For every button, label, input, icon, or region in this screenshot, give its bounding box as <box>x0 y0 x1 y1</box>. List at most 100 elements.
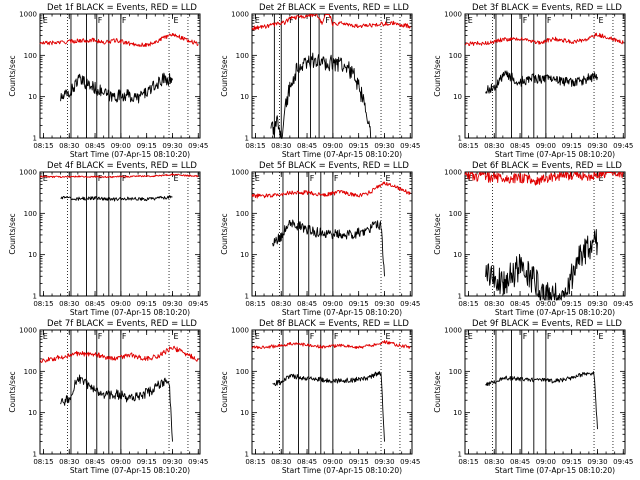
event-rate-series <box>485 70 598 94</box>
panel-title: Det 2f BLACK = Events, RED = LLD <box>259 3 409 13</box>
region-flag-label: F <box>98 16 103 25</box>
region-flag-label: F <box>547 332 552 341</box>
y-axis-label: Counts/sec <box>8 55 17 96</box>
region-flag-label: E <box>43 332 48 341</box>
y-tick-label: 1 <box>245 135 249 143</box>
region-flag-label: E <box>468 16 473 25</box>
x-tick-label: 08:15 <box>245 142 265 150</box>
region-flag-label: E <box>598 332 603 341</box>
lld-rate-series <box>39 32 199 48</box>
detector-panel: Det 1f BLACK = Events, RED = LLD 1 10 100 10… <box>8 3 208 159</box>
y-tick-label: 1 <box>458 293 462 301</box>
x-axis-label: Start Time (07-Apr-15 08:10:20) <box>495 308 615 317</box>
x-tick-label: 09:15 <box>137 300 157 308</box>
x-tick-label: 09:45 <box>188 300 208 308</box>
x-tick-label: 08:30 <box>271 142 291 150</box>
event-rate-series <box>272 371 385 442</box>
x-axis-label: Start Time (07-Apr-15 08:10:20) <box>70 466 190 475</box>
x-tick-label: 09:00 <box>111 142 131 150</box>
plot-frame <box>251 329 413 455</box>
x-tick-label: 09:30 <box>374 458 394 466</box>
region-flag-label: E <box>385 174 390 183</box>
region-flag-label: E <box>255 16 260 25</box>
x-tick-label: 08:45 <box>85 142 105 150</box>
x-tick-label: 09:15 <box>349 458 369 466</box>
y-axis-label: Counts/sec <box>8 213 17 254</box>
y-tick-label: 100 <box>236 210 249 218</box>
x-tick-label: 09:30 <box>162 142 182 150</box>
region-flag-label: F <box>523 332 528 341</box>
x-tick-label: 08:45 <box>510 300 530 308</box>
region-flag-label: F <box>523 16 528 25</box>
y-tick-label: 100 <box>24 210 37 218</box>
x-tick-label: 09:30 <box>374 300 394 308</box>
x-tick-label: 09:00 <box>536 142 556 150</box>
event-rate-series <box>60 195 173 202</box>
x-tick-label: 08:30 <box>271 458 291 466</box>
region-flag-label: E <box>43 174 48 183</box>
panel-title: Det 5f BLACK = Events, RED = LLD <box>259 161 409 171</box>
event-rate-series <box>485 228 598 301</box>
y-tick-label: 1000 <box>19 11 37 19</box>
lld-rate-series <box>251 340 411 350</box>
x-tick-label: 09:30 <box>587 458 607 466</box>
region-flag-label: E <box>43 16 48 25</box>
y-tick-label: 1000 <box>444 327 462 335</box>
x-tick-label: 08:15 <box>458 142 478 150</box>
x-tick-label: 08:15 <box>33 142 53 150</box>
y-tick-label: 10 <box>453 409 462 417</box>
x-tick-label: 09:45 <box>400 458 420 466</box>
x-tick-label: 08:45 <box>297 142 317 150</box>
x-tick-label: 08:30 <box>59 458 79 466</box>
region-flag-label: F <box>122 332 127 341</box>
y-tick-label: 1 <box>458 135 462 143</box>
detector-panel: Det 7f BLACK = Events, RED = LLD 1 10 100 10… <box>8 319 208 475</box>
lld-rate-series <box>251 14 411 31</box>
x-tick-label: 09:45 <box>613 300 633 308</box>
x-tick-label: 08:15 <box>33 458 53 466</box>
y-axis-label: Counts/sec <box>220 55 229 96</box>
y-tick-label: 10 <box>240 251 249 259</box>
x-tick-label: 09:45 <box>188 458 208 466</box>
region-flag-label: F <box>122 16 127 25</box>
panel-title: Det 1f BLACK = Events, RED = LLD <box>47 3 197 13</box>
plot-frame <box>39 329 201 455</box>
x-tick-label: 09:00 <box>536 300 556 308</box>
x-tick-label: 09:15 <box>562 458 582 466</box>
x-tick-label: 08:30 <box>59 142 79 150</box>
region-flag-label: E <box>468 332 473 341</box>
region-flag-label: E <box>468 174 473 183</box>
region-flag-label: E <box>173 174 178 183</box>
plot-frame <box>39 171 201 297</box>
x-tick-label: 09:00 <box>536 458 556 466</box>
y-tick-label: 10 <box>28 251 37 259</box>
region-flag-label: E <box>255 332 260 341</box>
x-tick-label: 08:45 <box>85 300 105 308</box>
y-tick-label: 1000 <box>444 169 462 177</box>
y-axis-label: Counts/sec <box>8 371 17 412</box>
y-tick-label: 10 <box>28 409 37 417</box>
x-tick-label: 09:15 <box>349 142 369 150</box>
plot-frame <box>251 13 413 139</box>
y-tick-label: 10 <box>453 93 462 101</box>
region-flag-label: F <box>547 16 552 25</box>
y-tick-label: 1000 <box>19 169 37 177</box>
panel-title: Det 7f BLACK = Events, RED = LLD <box>47 319 197 329</box>
y-tick-label: 100 <box>24 52 37 60</box>
x-tick-label: 08:30 <box>484 458 504 466</box>
x-tick-label: 09:45 <box>400 300 420 308</box>
event-rate-series <box>60 374 173 442</box>
x-tick-label: 09:30 <box>162 458 182 466</box>
panel-title: Det 4f BLACK = Events, RED = LLD <box>47 161 197 171</box>
panel-title: Det 6f BLACK = Events, RED = LLD <box>472 161 622 171</box>
x-tick-label: 09:45 <box>613 142 633 150</box>
region-flag-label: E <box>255 174 260 183</box>
plot-frame <box>251 171 413 297</box>
y-tick-label: 10 <box>453 251 462 259</box>
x-tick-label: 08:15 <box>458 458 478 466</box>
x-axis-label: Start Time (07-Apr-15 08:10:20) <box>282 466 402 475</box>
region-flag-label: E <box>385 332 390 341</box>
region-flag-label: F <box>310 332 315 341</box>
x-tick-label: 08:45 <box>510 458 530 466</box>
y-tick-label: 1000 <box>444 11 462 19</box>
